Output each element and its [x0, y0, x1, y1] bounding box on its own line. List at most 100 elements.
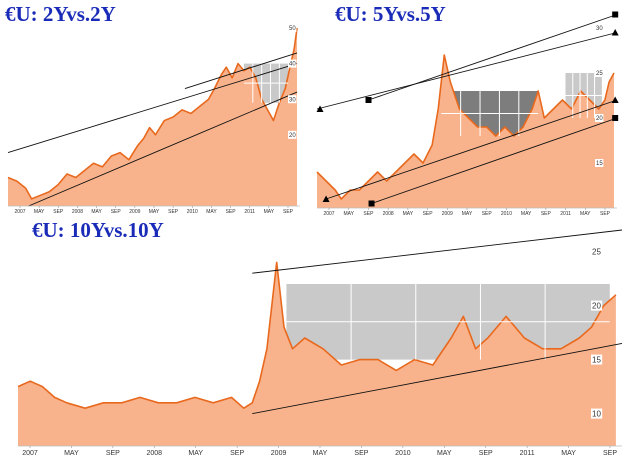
- x-tick-label: MAY: [64, 450, 79, 457]
- x-tick-label: MAY: [264, 209, 275, 215]
- x-tick-label: 2008: [146, 450, 162, 457]
- x-tick-label: SEP: [423, 211, 434, 217]
- y-tick-label: 50: [289, 26, 296, 32]
- y-tick-label-box: [595, 24, 604, 32]
- series-area-0: [8, 28, 298, 206]
- x-tick-label: 2009: [129, 209, 140, 215]
- series-area-0: [18, 262, 616, 446]
- x-tick-label: MAY: [462, 211, 473, 217]
- y-tick-label: 25: [592, 247, 601, 256]
- series-line-0: [7, 27, 298, 200]
- x-tick-label: SEP: [283, 209, 294, 215]
- x-tick-label: 2007: [323, 211, 334, 217]
- x-tick-label: SEP: [111, 209, 122, 215]
- trend-marker-square: [365, 97, 372, 103]
- y-tick-label-box: [595, 69, 604, 77]
- chart-5y-title: €U: 5Yvs.5Y: [335, 2, 446, 26]
- x-tick-label: SEP: [363, 211, 374, 217]
- x-tick-label: MAY: [91, 209, 102, 215]
- trend-marker-triangle: [611, 96, 619, 103]
- y-tick-label: 15: [592, 355, 601, 364]
- trendline-2: [325, 99, 618, 200]
- trend-marker-square: [612, 11, 619, 18]
- trend-marker-triangle: [611, 29, 619, 36]
- trend-marker-triangle: [322, 195, 330, 202]
- x-tick-label: 2009: [271, 450, 287, 457]
- x-tick-label: 2007: [22, 450, 38, 457]
- y-tick-label-box: [288, 130, 297, 139]
- x-tick-label: 2010: [395, 450, 411, 457]
- y-tick-label-box: [591, 300, 603, 311]
- trend-marker-square: [612, 115, 619, 121]
- x-tick-label: MAY: [437, 450, 452, 457]
- x-tick-label: 2010: [501, 211, 512, 217]
- x-tick-label: SEP: [230, 450, 244, 457]
- y-tick-label: 15: [596, 161, 603, 167]
- y-tick-label: 40: [289, 62, 296, 68]
- x-tick-label: MAY: [343, 211, 354, 217]
- x-tick-label: MAY: [521, 211, 532, 217]
- trendline-0: [7, 63, 298, 154]
- y-tick-label-box: [591, 408, 603, 419]
- x-tick-label: 2011: [244, 209, 255, 215]
- x-tick-label: MAY: [403, 211, 414, 217]
- x-tick-label: MAY: [149, 209, 160, 215]
- chart-2y-title: €U: 2Yvs.2Y: [5, 2, 116, 26]
- trendline-1: [252, 342, 623, 415]
- trend-marker-triangle: [316, 105, 324, 112]
- x-tick-label: SEP: [53, 209, 64, 215]
- y-tick-label: 30: [289, 97, 296, 103]
- y-tick-label: 10: [592, 409, 601, 418]
- chart-10y-vs-10y: 2007 MAY SEP 2008 MAY SEP 2009 MAY SEP 2010 MAY SEP…: [10, 218, 625, 462]
- x-tick-label: 2008: [383, 211, 394, 217]
- x-tick-label: SEP: [482, 211, 493, 217]
- x-tick-label: SEP: [354, 450, 368, 457]
- x-tick-label: SEP: [168, 209, 179, 215]
- y-tick-label: 20: [596, 116, 603, 122]
- x-tick-label: MAY: [206, 209, 217, 215]
- y-tick-label: 20: [289, 133, 296, 139]
- x-tick-label: SEP: [106, 450, 120, 457]
- y-tick-label: 25: [596, 71, 603, 77]
- y-tick-label-box: [288, 24, 297, 32]
- chart-5y-vs-5y: 2007 MAY SEP 2008 MAY SEP 2009 MAY SEP 2010 MAY SEP…: [313, 0, 625, 220]
- x-tick-label: MAY: [580, 211, 591, 217]
- x-tick-label: MAY: [313, 450, 328, 457]
- chart-10y-title: €U: 10Yvs.10Y: [32, 218, 164, 242]
- trend-marker-square: [368, 200, 375, 207]
- series-line-0: [316, 54, 615, 200]
- chart-2y-svg: 2007 MAY SEP 2008 MAY SEP 2009 MAY SEP 2010 MAY SEP…: [7, 24, 300, 215]
- x-tick-label: SEP: [541, 211, 552, 217]
- trendline-1: [28, 91, 298, 207]
- x-tick-label: MAY: [188, 450, 203, 457]
- x-tick-label: 2007: [14, 209, 25, 215]
- x-tick-label: SEP: [600, 211, 611, 217]
- trendline-3: [371, 117, 618, 204]
- x-tick-label: SEP: [226, 209, 237, 215]
- x-tick-label: 2011: [520, 450, 535, 457]
- trendline-1: [368, 14, 618, 101]
- x-tick-label: 2010: [187, 209, 198, 215]
- x-tick-label: MAY: [34, 209, 45, 215]
- y-tick-label-box: [288, 59, 297, 68]
- y-tick-label-box: [595, 159, 604, 167]
- chart-2y-vs-2y: 2007 MAY SEP 2008 MAY SEP 2009 MAY SEP 2010 MAY SEP…: [3, 0, 305, 220]
- y-tick-label-box: [591, 246, 603, 257]
- x-tick-label: MAY: [561, 450, 576, 457]
- y-tick-label-box: [288, 95, 297, 104]
- y-tick-label-box: [595, 114, 604, 122]
- y-tick-label: 20: [592, 301, 601, 310]
- y-tick-label-box: [591, 354, 603, 365]
- chart-10y-svg: 2007 MAY SEP 2008 MAY SEP 2009 MAY SEP 2010 MAY SEP…: [17, 229, 623, 457]
- x-tick-label: 2009: [442, 211, 453, 217]
- series-line-0: [17, 261, 617, 409]
- trendline-0: [252, 229, 623, 274]
- x-tick-label: SEP: [603, 450, 617, 457]
- x-tick-label: SEP: [479, 450, 493, 457]
- x-tick-label: 2011: [560, 211, 571, 217]
- trendline-0: [316, 32, 618, 110]
- x-tick-label: 2008: [72, 209, 83, 215]
- trendline-2: [184, 52, 298, 89]
- series-area-0: [317, 55, 614, 208]
- y-tick-label: 30: [596, 26, 603, 32]
